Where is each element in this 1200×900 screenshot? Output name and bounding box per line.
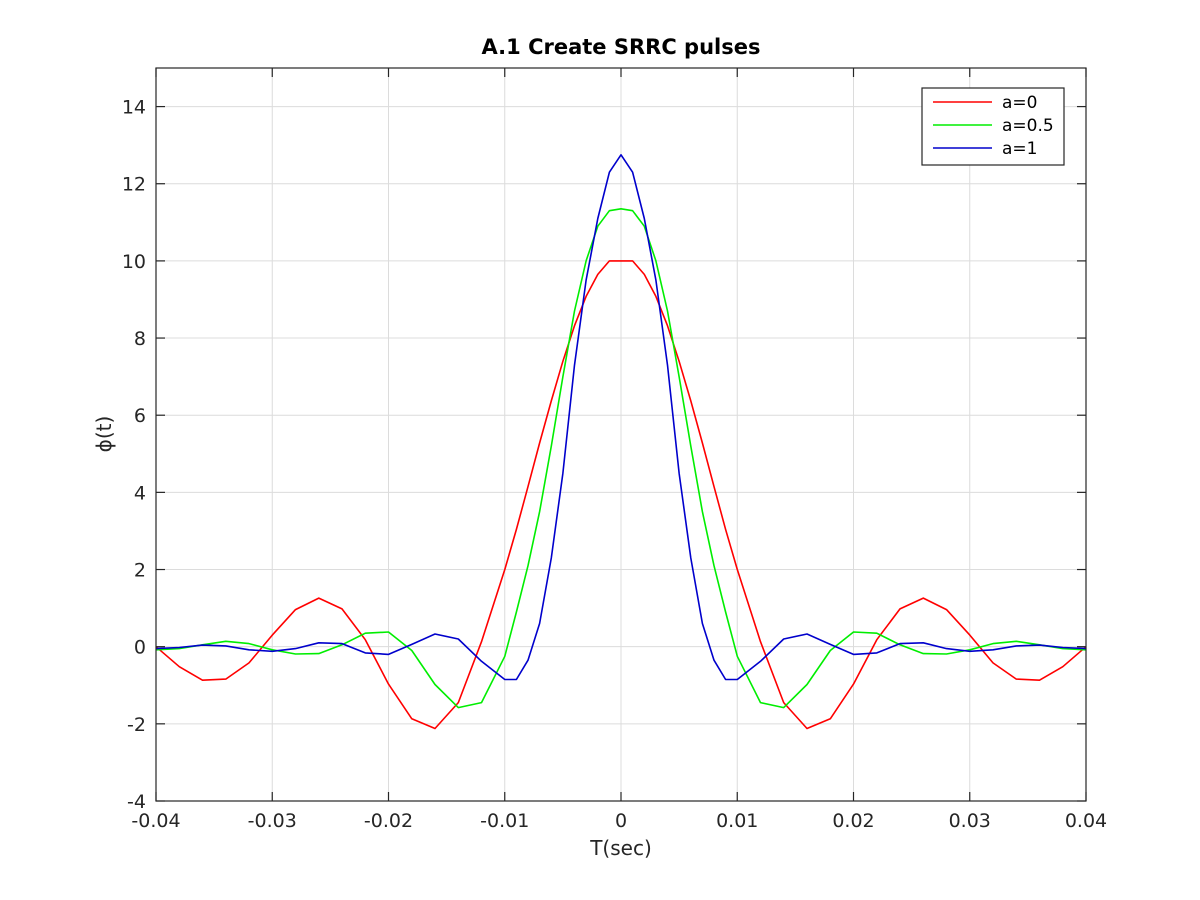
y-tick-label: 12	[122, 174, 146, 196]
y-tick-label: 10	[122, 251, 146, 273]
x-tick-label: -0.04	[131, 810, 180, 832]
legend-label: a=0.5	[1002, 116, 1054, 136]
chart-title: A.1 Create SRRC pulses	[482, 35, 761, 59]
y-tick-label: 6	[134, 405, 146, 427]
legend: a=0 a=0.5 a=1	[921, 87, 1065, 166]
x-tick-label: 0	[615, 810, 627, 832]
x-tick-label: 0.02	[832, 810, 874, 832]
y-tick-label: 2	[134, 560, 146, 582]
x-tick-label: 0.03	[949, 810, 991, 832]
legend-box	[921, 87, 1065, 166]
y-tick-label: 0	[134, 637, 146, 659]
axis-ticks	[155, 68, 1087, 802]
series-layer	[155, 154, 1087, 730]
y-tick-label: 14	[122, 97, 146, 119]
x-tick-label: -0.02	[364, 810, 413, 832]
x-tick-label: 0.04	[1065, 810, 1107, 832]
y-tick-label: 4	[134, 482, 146, 504]
grid	[155, 68, 1087, 802]
y-tick-label: -4	[127, 791, 146, 813]
series-line-1	[155, 260, 1087, 730]
x-tick-label: -0.03	[248, 810, 297, 832]
y-axis-label: ϕ(t)	[92, 416, 116, 453]
x-tick-label: -0.01	[480, 810, 529, 832]
tick-labels: -0.04 -0.03 -0.02 -0.01 0 0.01 0.02 0.03 0.04 -4 -…	[122, 97, 1107, 832]
x-tick-label: 0.01	[716, 810, 758, 832]
series-line-3	[155, 154, 1087, 681]
legend-label: a=1	[1002, 139, 1037, 159]
y-tick-label: 8	[134, 328, 146, 350]
y-tick-label: -2	[127, 714, 146, 736]
x-axis-label: T(sec)	[589, 836, 652, 860]
legend-label: a=0	[1002, 93, 1037, 113]
series-line-2	[155, 208, 1087, 709]
